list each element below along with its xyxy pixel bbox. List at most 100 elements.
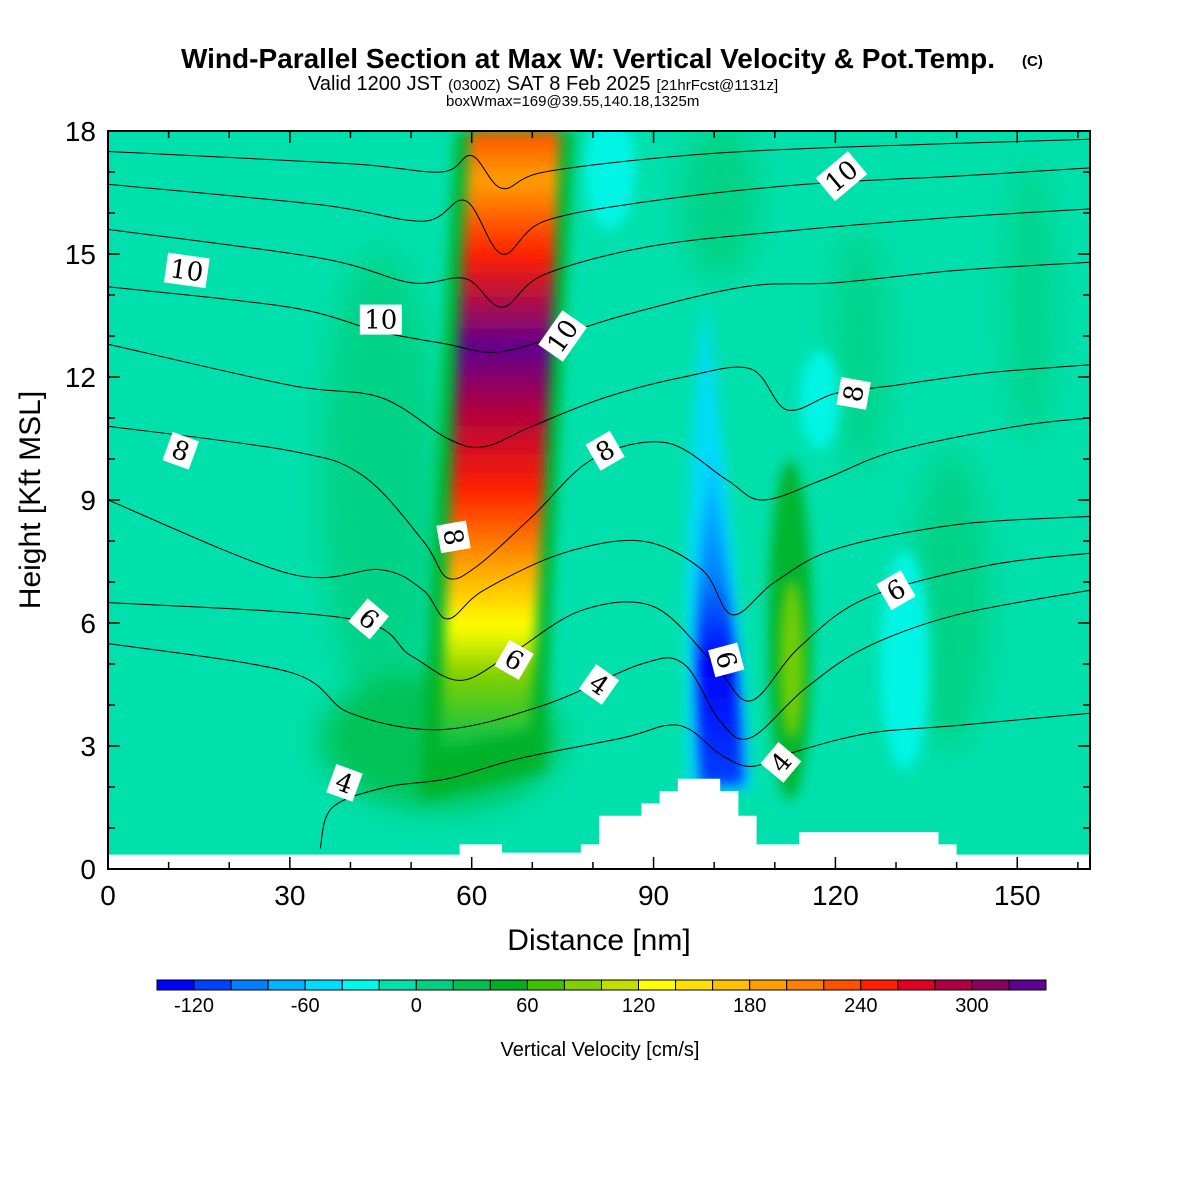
- utc-time: (0300Z): [448, 77, 501, 94]
- colorbar-swatch: [675, 979, 714, 991]
- y-tick-label: 3: [80, 731, 96, 762]
- theta-contour-line: [108, 499, 1090, 620]
- theta-contour-line: [108, 208, 1090, 308]
- axis-ticks: [107, 130, 1090, 870]
- contour-label: 8: [162, 431, 199, 470]
- contour-label-box: [876, 570, 916, 611]
- x-tick-label: 90: [638, 880, 669, 911]
- header: Wind-Parallel Section at Max W: Vertical…: [181, 43, 1043, 110]
- contour-label-box: [708, 642, 745, 678]
- contour-label-box: [359, 304, 402, 335]
- colorbar-swatch: [526, 979, 565, 991]
- y-tick-labels: 0 3 6 9 12 15 18: [65, 116, 96, 885]
- colorbar-swatch: [156, 979, 195, 991]
- colorbar-swatch: [415, 979, 454, 991]
- updraft-core: [440, 131, 560, 750]
- theta-contour-line: [108, 167, 1090, 255]
- x-tick-labels: 0 30 60 90 120 150: [100, 880, 1040, 911]
- colorbar-swatch: [934, 979, 973, 991]
- colorbar-swatch: [230, 979, 269, 991]
- x-axis-label: Distance [nm]: [507, 924, 690, 957]
- colorbar-swatch: [638, 979, 676, 991]
- colorbar-tick-label: 300: [955, 995, 988, 1017]
- colorbar-swatch: [860, 979, 899, 991]
- valid-time: Valid 1200 JST (0300Z) SAT 8 Feb 2025 [21hr…: [308, 73, 778, 95]
- contour-label-box: [760, 742, 802, 783]
- y-axis-label: Height [Kft MSL]: [14, 391, 47, 609]
- colorbar-tick-labels: -120 -60 0 60 120 180 240 300: [174, 995, 989, 1017]
- forecast-info: [21hrFcst@1131z]: [657, 77, 779, 94]
- valid-date: SAT 8 Feb 2025: [507, 73, 651, 95]
- theta-contour-line: [108, 589, 1090, 740]
- colorbar-swatch: [823, 979, 862, 991]
- contour-label-box: [162, 431, 199, 470]
- contour-label: 10: [359, 304, 402, 336]
- contour-label-text: 10: [364, 306, 397, 336]
- colorbar-tick-label: -60: [291, 995, 320, 1017]
- contour-label-box: [348, 598, 390, 640]
- colorbar-label: Vertical Velocity [cm/s]: [501, 1039, 700, 1061]
- colorbar-swatch: [267, 979, 306, 991]
- valid-prefix: Valid 1200 JST: [308, 73, 442, 95]
- chart-title: Wind-Parallel Section at Max W: Vertical…: [181, 43, 995, 74]
- terrain-mask: [108, 778, 1090, 869]
- weak-ascent-patch: [680, 131, 760, 280]
- colorbar-tick-label: 0: [411, 995, 422, 1017]
- contour-label-box: [815, 151, 868, 202]
- contour-label-text: 8: [838, 383, 870, 405]
- contour-label-text: 10: [168, 254, 205, 288]
- contour-label: 10: [163, 252, 210, 289]
- colorbar-swatch: [601, 979, 639, 991]
- colorbar-swatch: [749, 979, 788, 991]
- copyright-mark: (C): [1022, 53, 1043, 70]
- y-tick-label: 12: [65, 362, 96, 393]
- x-tick-label: 60: [456, 880, 487, 911]
- colorbar-swatch: [564, 979, 602, 991]
- contour-label-box: [836, 377, 871, 410]
- x-tick-label: 30: [274, 880, 305, 911]
- colorbar-swatch: [897, 979, 936, 991]
- contour-label-text: 8: [436, 526, 468, 548]
- contour-label-box: [578, 664, 620, 705]
- box-info: boxWmax=169@39.55,140.18,1325m: [446, 93, 699, 110]
- colorbar-tick-label: 240: [844, 995, 877, 1017]
- weak-ascent-patch: [320, 250, 440, 710]
- colorbar-swatch: [1008, 979, 1047, 991]
- colorbar-swatch: [489, 979, 528, 991]
- contour-label-box: [436, 520, 471, 554]
- colorbar-tick-label: 60: [516, 995, 538, 1017]
- weak-descent-patch: [585, 131, 635, 230]
- colorbar-swatch: [193, 979, 232, 991]
- theta-contour-line: [108, 417, 1090, 580]
- y-tick-label: 15: [65, 239, 96, 270]
- colorbar-swatch: [712, 979, 751, 991]
- colorbar-tick-label: 120: [622, 995, 655, 1017]
- colorbar-swatch: [786, 979, 825, 991]
- contour-label-text: 6: [709, 648, 742, 672]
- colorbar-swatch: [378, 979, 417, 991]
- contour-label: 4: [326, 764, 363, 802]
- colorbar-swatch: [341, 979, 380, 991]
- colorbar-tick-label: 180: [733, 995, 766, 1017]
- y-tick-label: 9: [80, 485, 96, 516]
- contour-label-box: [538, 310, 587, 362]
- x-tick-label: 120: [812, 880, 859, 911]
- contour-label: 10: [815, 151, 868, 202]
- y-tick-label: 6: [80, 608, 96, 639]
- updraft-plume: [420, 131, 575, 800]
- colorbar-tick-label: -120: [174, 995, 214, 1017]
- weak-ascent-patch: [910, 450, 990, 750]
- weak-ascent-patch: [1005, 160, 1055, 440]
- y-tick-label: 0: [80, 854, 96, 885]
- x-tick-label: 150: [994, 880, 1041, 911]
- contour-label-box: [585, 430, 625, 471]
- colorbar: [156, 979, 1047, 991]
- contour-label: 8: [836, 377, 871, 410]
- y-tick-label: 18: [65, 116, 96, 147]
- contour-label: 8: [436, 520, 471, 554]
- theta-contour-line: [319, 712, 1090, 849]
- theta-contour-line: [108, 343, 1090, 448]
